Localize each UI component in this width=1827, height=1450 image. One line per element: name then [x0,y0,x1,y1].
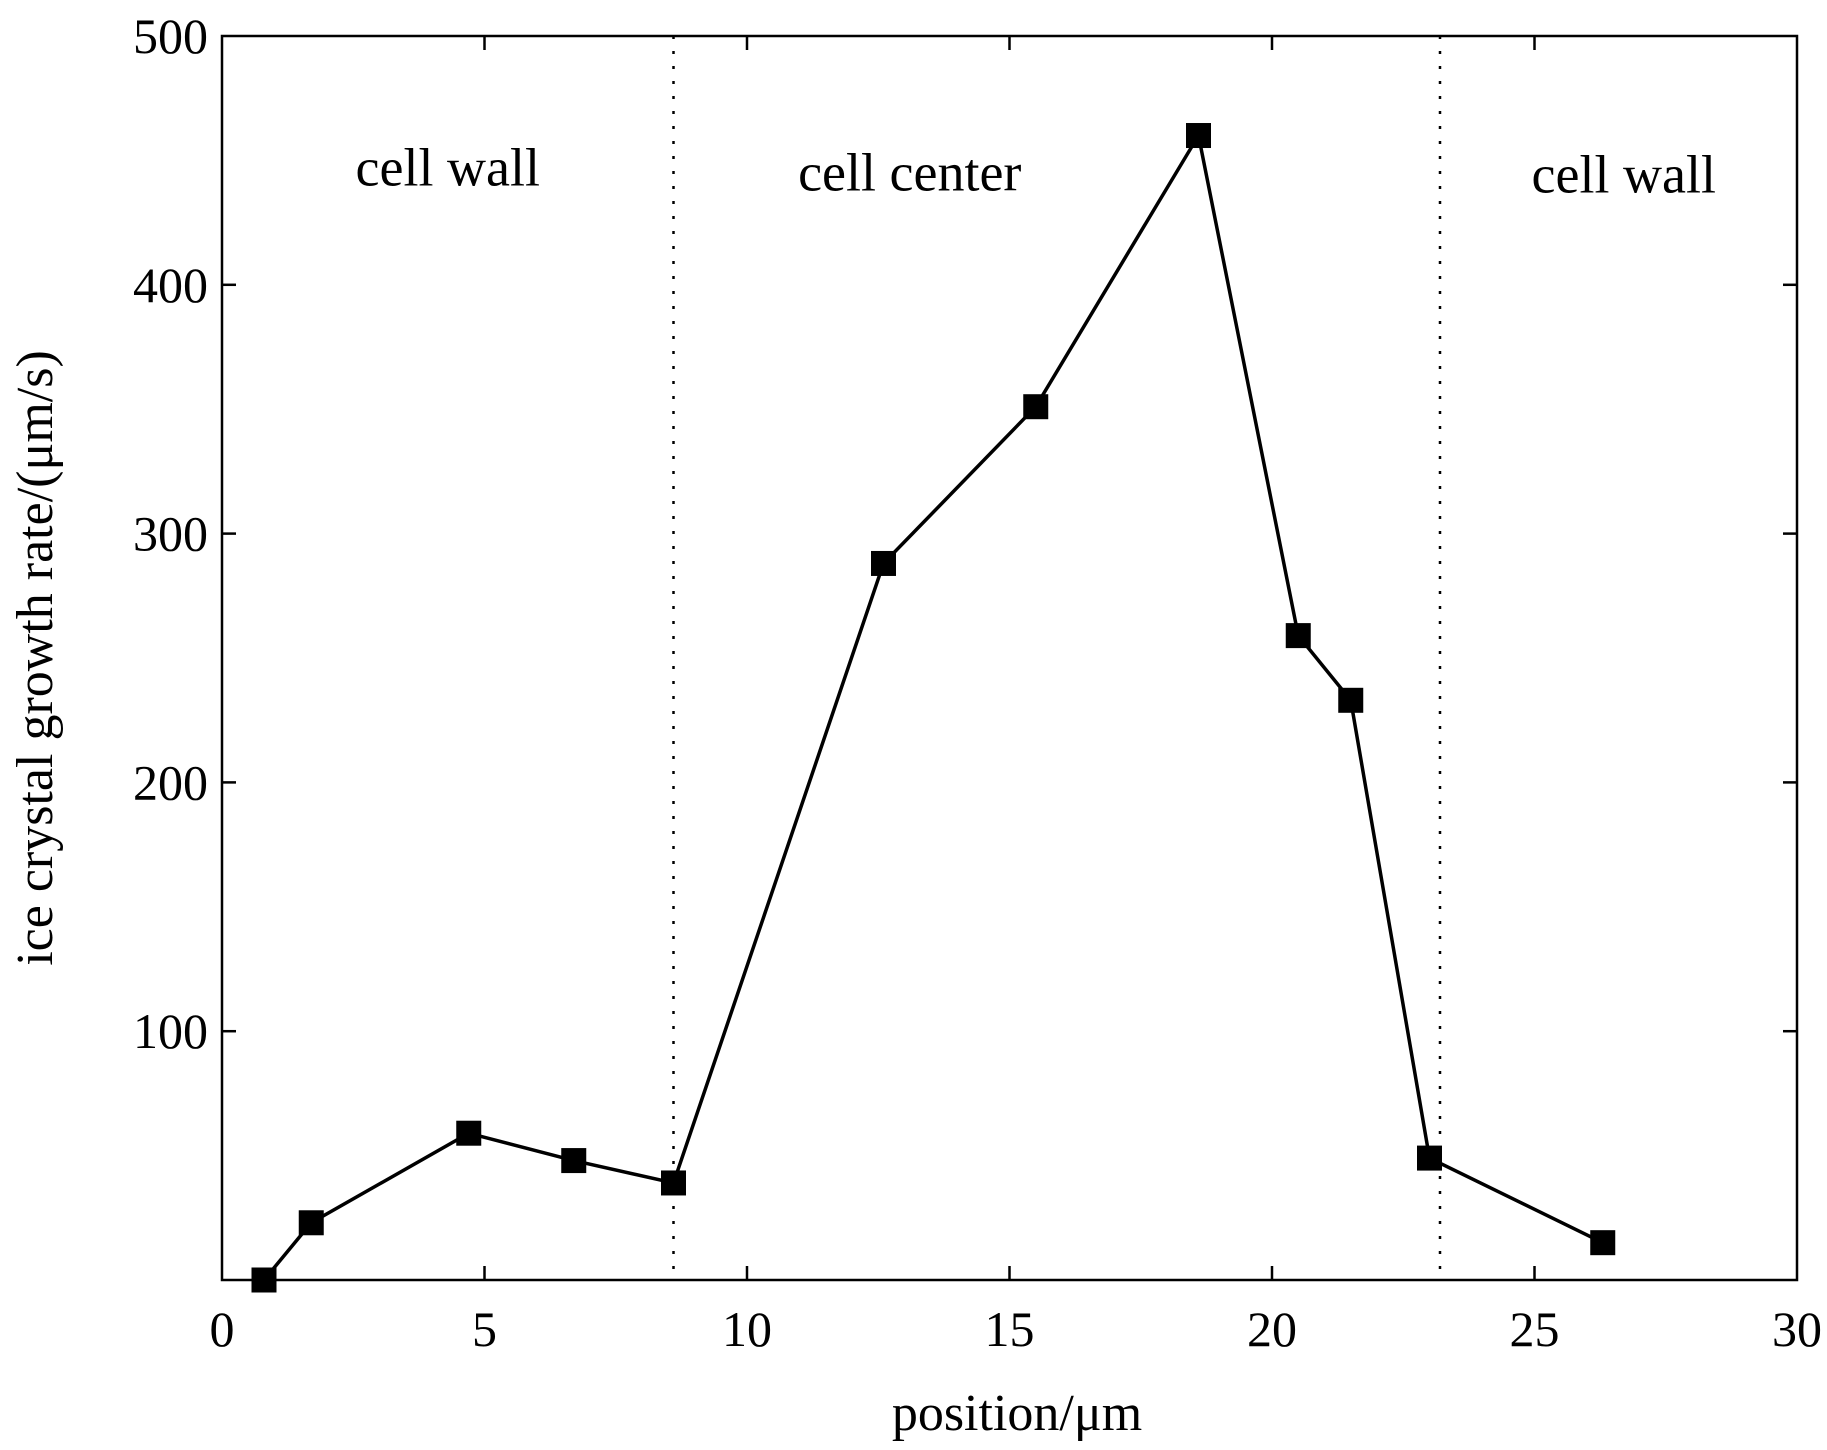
data-point [1417,1145,1442,1171]
data-point [1186,123,1211,149]
data-point [661,1170,686,1196]
data-point [1023,394,1049,420]
region-dividers [672,36,1442,1280]
region-annotation: cell wall [356,137,540,197]
y-tick-label: 300 [133,506,208,562]
x-tick-label: 25 [1510,1301,1560,1357]
region-annotations: cell wall cell center cell wall [356,137,1716,204]
data-point [298,1210,324,1236]
y-tick-label: 100 [133,1003,208,1059]
data-point [1590,1230,1616,1256]
y-tick-label: 500 [133,8,208,64]
x-tick-label: 10 [722,1301,772,1357]
y-axis-label: ice crystal growth rate/(μm/s) [7,350,64,966]
y-tick-label: 200 [133,754,208,810]
x-tick-label: 0 [210,1301,235,1357]
series-line [262,130,1604,1282]
data-point [871,550,896,576]
series-group [251,123,1616,1293]
data-point [1285,623,1311,649]
x-tick-label: 15 [985,1301,1035,1357]
region-annotation: cell wall [1532,145,1716,205]
y-tick-label: 400 [133,257,208,313]
x-tick-label: 5 [472,1301,497,1357]
x-tick-label: 20 [1247,1301,1297,1357]
data-point [456,1120,482,1146]
y-axis-ticks: 100 200 300 400 500 [133,8,1797,1059]
plot-frame [220,34,1799,1282]
data-point [561,1148,587,1174]
data-point [1338,687,1364,713]
data-point [251,1267,277,1293]
x-tick-label: 30 [1772,1301,1822,1357]
x-axis-label: position/μm [892,1385,1142,1442]
x-axis-ticks: 0 5 10 15 20 25 30 [210,36,1822,1357]
region-annotation: cell center [798,142,1021,202]
